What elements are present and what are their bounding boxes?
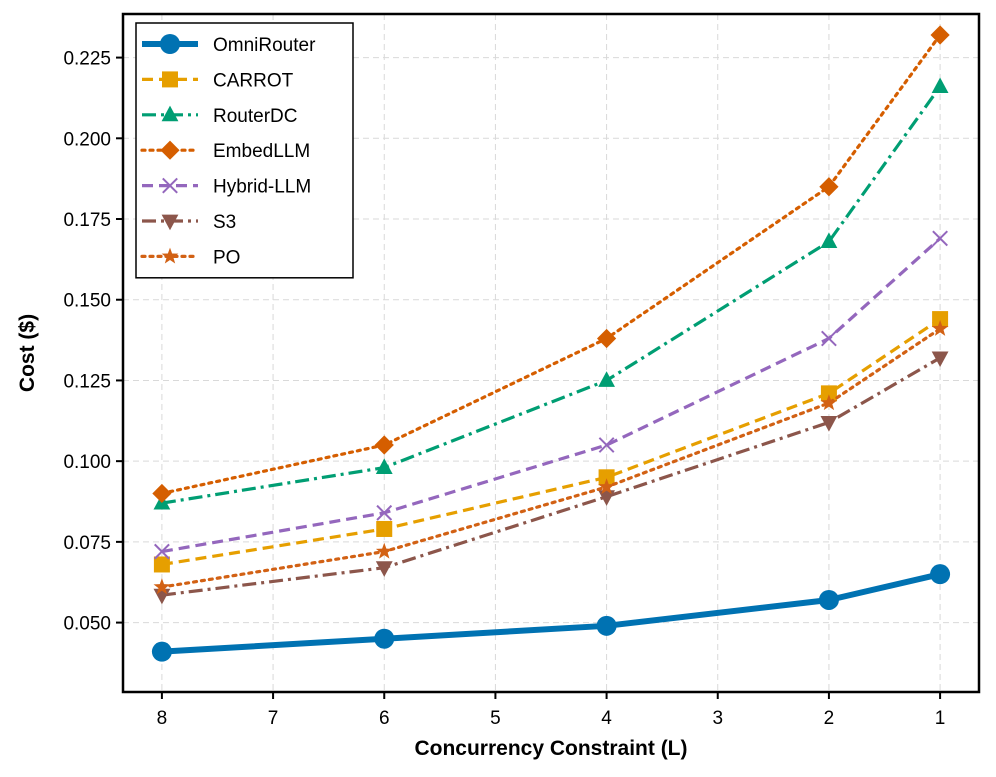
data-point-po <box>820 394 838 411</box>
data-point-embedllm <box>819 177 839 197</box>
data-point-carrot <box>932 311 949 328</box>
data-point-carrot <box>376 520 393 537</box>
legend-label: CARROT <box>213 70 294 91</box>
data-point-hybrid-llm <box>376 504 393 521</box>
y-tick-label: 0.200 <box>63 129 111 150</box>
x-axis-title: Concurrency Constraint (L) <box>414 737 687 760</box>
y-tick-label: 0.150 <box>63 291 111 312</box>
y-tick-label: 0.125 <box>63 371 111 392</box>
x-tick-label: 8 <box>157 708 168 729</box>
x-tick-label: 4 <box>601 708 612 729</box>
series-hybrid-llm <box>154 230 948 560</box>
legend-entry-routerdc: RouterDC <box>142 105 297 127</box>
x-tick-label: 7 <box>268 708 279 729</box>
legend-marker <box>161 247 179 264</box>
legend-entry-hybrid-llm: Hybrid-LLM <box>142 177 311 198</box>
legend-label: S3 <box>213 212 236 233</box>
series-po <box>153 319 949 595</box>
legend-entry-carrot: CARROT <box>142 70 294 91</box>
series-omnirouter <box>151 564 951 662</box>
data-point-hybrid-llm <box>154 543 170 560</box>
y-tick-label: 0.050 <box>63 614 111 635</box>
x-tick-label: 2 <box>824 708 835 729</box>
series-carrot <box>153 311 949 573</box>
data-point-po <box>598 478 615 495</box>
series-line-s3 <box>161 356 941 597</box>
x-tick-label: 5 <box>490 708 501 729</box>
data-point-hybrid-llm <box>821 330 837 347</box>
legend-label: OmniRouter <box>213 35 316 56</box>
legend-entry-s3: S3 <box>142 212 236 233</box>
legend-entry-omnirouter: OmniRouter <box>142 34 316 56</box>
legend-label: Hybrid-LLM <box>213 177 311 198</box>
x-tick-label: 6 <box>379 708 390 729</box>
legend-entry-embedllm: EmbedLLM <box>140 140 310 162</box>
data-point-s3 <box>820 416 838 432</box>
data-point-routerdc <box>375 458 393 475</box>
legend-label: PO <box>213 247 240 268</box>
data-point-s3 <box>931 351 949 368</box>
data-point-embedllm <box>152 483 172 504</box>
legend-marker <box>161 214 179 231</box>
x-tick-label: 3 <box>712 708 723 729</box>
data-point-embedllm <box>596 328 617 349</box>
legend-marker <box>162 71 178 88</box>
data-point-carrot <box>153 556 170 573</box>
data-point-hybrid-llm <box>598 437 615 453</box>
legend: OmniRouter CARROT RouterDC EmbedLLM Hybrid-L… <box>135 22 354 279</box>
legend-marker <box>162 177 178 194</box>
series-line-hybrid-llm <box>161 237 942 554</box>
data-point-routerdc <box>820 232 838 249</box>
y-axis: 0.050 0.075 0.100 0.125 0.150 0.175 0.200 0.225 <box>63 49 123 635</box>
legend-label: RouterDC <box>213 106 297 127</box>
legend-marker <box>160 34 180 54</box>
legend-entry-po: PO <box>140 247 240 268</box>
data-point-po <box>931 319 949 336</box>
data-point-omnirouter <box>930 564 951 585</box>
legend-marker <box>160 140 180 160</box>
data-point-omnirouter <box>818 589 839 610</box>
data-point-omnirouter <box>374 628 395 649</box>
data-point-routerdc <box>931 77 949 94</box>
y-tick-label: 0.075 <box>63 533 111 554</box>
legend-label: EmbedLLM <box>213 141 310 162</box>
data-point-embedllm <box>374 435 394 455</box>
data-point-s3 <box>375 561 393 577</box>
y-tick-label: 0.100 <box>63 452 111 473</box>
y-axis-title: Cost ($) <box>16 314 39 392</box>
series-line-carrot <box>161 317 941 567</box>
series-embedllm <box>152 25 950 504</box>
data-point-po <box>375 542 393 559</box>
data-point-carrot <box>598 469 615 486</box>
data-point-carrot <box>820 385 837 402</box>
x-tick-label: 1 <box>935 708 946 729</box>
legend-marker <box>161 105 179 122</box>
y-tick-label: 0.225 <box>63 49 111 70</box>
data-point-omnirouter <box>151 641 172 662</box>
data-point-omnirouter <box>596 615 617 636</box>
data-point-routerdc <box>598 371 615 387</box>
data-point-po <box>153 578 171 595</box>
y-tick-label: 0.175 <box>63 210 111 231</box>
data-point-embedllm <box>930 25 950 45</box>
x-axis: 8 7 6 5 4 3 2 1 <box>157 692 946 729</box>
data-point-hybrid-llm <box>932 230 948 247</box>
series-layer <box>151 25 951 662</box>
data-point-s3 <box>598 490 615 506</box>
plot-frame <box>121 12 981 694</box>
